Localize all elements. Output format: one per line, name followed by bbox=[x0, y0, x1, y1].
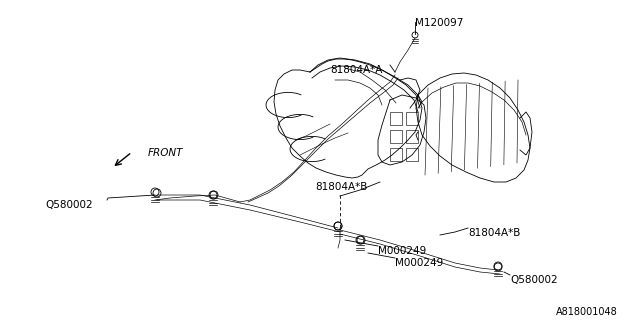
Text: Q580002: Q580002 bbox=[45, 200, 93, 210]
Bar bbox=[390, 148, 402, 161]
Text: FRONT: FRONT bbox=[148, 148, 184, 158]
Bar bbox=[406, 112, 418, 125]
Bar bbox=[406, 130, 418, 143]
Text: 81804A*B: 81804A*B bbox=[315, 182, 367, 192]
Text: A818001048: A818001048 bbox=[556, 307, 618, 317]
Text: M000249: M000249 bbox=[395, 258, 444, 268]
Text: M120097: M120097 bbox=[415, 18, 463, 28]
Bar bbox=[390, 130, 402, 143]
Text: M000249: M000249 bbox=[378, 246, 426, 256]
Text: Q580002: Q580002 bbox=[510, 275, 557, 285]
Bar bbox=[406, 148, 418, 161]
Text: 81804A*B: 81804A*B bbox=[468, 228, 520, 238]
Text: 81804A*A: 81804A*A bbox=[330, 65, 382, 75]
Bar bbox=[390, 112, 402, 125]
